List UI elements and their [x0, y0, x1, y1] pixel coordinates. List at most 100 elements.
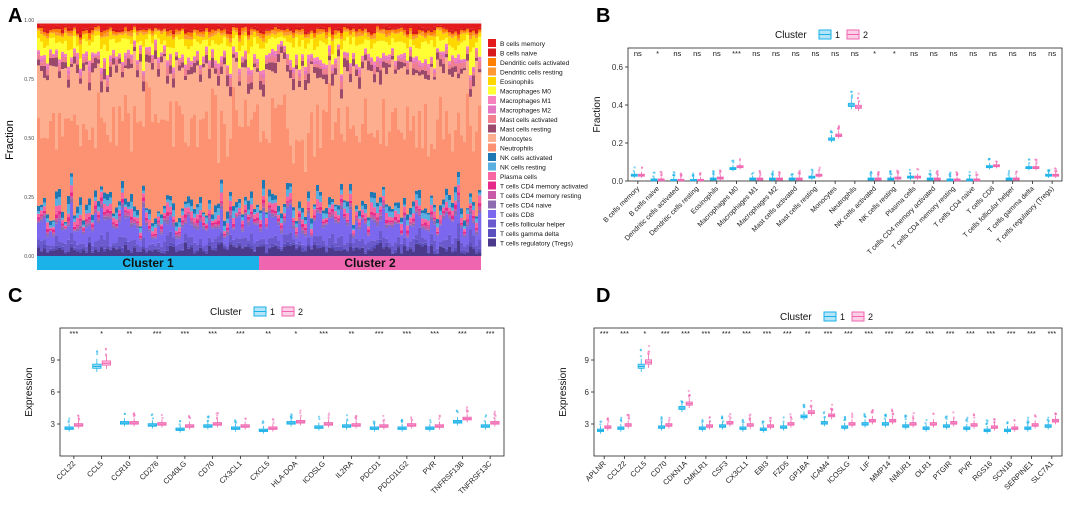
legend-swatch — [488, 162, 496, 171]
panel-a-bar-segment — [406, 233, 410, 237]
panel-a-bar-segment — [67, 249, 71, 252]
panel-a-bar-segment — [82, 243, 86, 248]
panel-a-bar-segment — [187, 237, 191, 247]
panel-a-bar-segment — [376, 66, 380, 73]
legend-label: T cells CD8 — [500, 212, 534, 219]
panel-a-bar-segment — [88, 45, 92, 61]
panel-a-bar-segment — [382, 28, 386, 31]
panel-a-bar-segment — [109, 23, 113, 27]
panel-a-bar-segment — [349, 82, 353, 129]
panel-a-bar-segment — [175, 28, 179, 30]
panel-a-bar-segment — [187, 146, 191, 197]
panel-a-bar-segment — [250, 219, 254, 234]
outlier-point — [843, 418, 846, 422]
significance-label: ns — [950, 49, 958, 58]
panel-a-bar-segment — [409, 207, 413, 215]
panel-a-bar-segment — [256, 212, 260, 218]
panel-a-bar-segment — [430, 56, 434, 59]
panel-a-bar-segment — [361, 43, 365, 56]
panel-a-bar-segment — [187, 211, 191, 213]
panel-a-bar-segment — [124, 206, 128, 211]
panel-a-bar-segment — [256, 71, 260, 105]
significance-label: *** — [1007, 329, 1016, 338]
panel-a-bar-segment — [271, 62, 275, 72]
panel-a-bar-segment — [406, 249, 410, 251]
panel-a-bar-segment — [463, 234, 467, 237]
panel-a-bar-segment — [340, 235, 344, 247]
panel-a-bar-segment — [463, 33, 467, 41]
panel-a-bar-segment — [250, 248, 254, 256]
panel-a-bar-segment — [304, 31, 308, 35]
panel-a-bar-segment — [358, 226, 362, 230]
panel-a-bar-segment — [358, 32, 362, 37]
panel-a-bar-segment — [319, 235, 323, 246]
panel-a-bar-segment — [397, 223, 401, 224]
outlier-point — [599, 423, 602, 426]
panel-a-bar-segment — [289, 203, 293, 205]
panel-a-bar-segment — [442, 33, 446, 40]
panel-a-bar-segment — [262, 238, 266, 244]
panel-a-bar-segment — [40, 207, 44, 211]
panel-a-bar-segment — [451, 33, 455, 36]
panel-a-bar-segment — [55, 66, 59, 150]
panel-a-bar-segment — [283, 207, 287, 214]
panel-a-bar-segment — [316, 244, 320, 249]
outlier-point — [455, 409, 458, 412]
panel-a-bar-segment — [265, 56, 269, 59]
panel-a-bar-segment — [232, 46, 236, 50]
outlier-point — [178, 419, 182, 423]
panel-a-bar-segment — [127, 68, 131, 113]
panel-a-bar-segment — [268, 205, 272, 208]
panel-a-letter: A — [8, 5, 22, 27]
panel-a-bar-segment — [109, 61, 113, 67]
panel-a-bar-segment — [82, 34, 86, 40]
panel-a-bar-segment — [427, 33, 431, 36]
panel-a-bar-segment — [205, 111, 209, 216]
panel-a-bar-segment — [187, 216, 191, 238]
panel-a-bar-segment — [160, 252, 164, 256]
panel-a-bar-segment — [220, 202, 224, 207]
panel-a-bar-segment — [229, 42, 233, 47]
panel-a-bar-segment — [397, 41, 401, 56]
panel-a-bar-segment — [37, 23, 41, 26]
panel-a-bar-segment — [202, 214, 206, 217]
panel-a-bar-segment — [55, 149, 59, 192]
panel-a-bar-segment — [166, 224, 170, 236]
panel-a-ytick-label: 1.00 — [24, 18, 34, 24]
panel-a-bar-segment — [400, 233, 404, 235]
panel-a-bar-segment — [124, 38, 128, 53]
panel-a-bar-segment — [175, 51, 179, 54]
panel-a-bar-segment — [478, 23, 482, 28]
panel-a-bar-segment — [124, 237, 128, 242]
panel-a-bar-segment — [418, 33, 422, 35]
panel-a-bar-segment — [151, 30, 155, 33]
panel-a-bar-segment — [328, 29, 332, 33]
panel-a-bar-segment — [445, 53, 449, 58]
panel-a-bar-segment — [355, 36, 359, 46]
panel-a-bar-segment — [103, 122, 107, 193]
panel-a-bar-segment — [187, 248, 191, 256]
panel-a-bar-segment — [169, 55, 173, 59]
panel-a-bar-segment — [235, 215, 239, 217]
panel-a-bar-segment — [214, 73, 218, 95]
panel-a-bar-segment — [382, 59, 386, 62]
panel-a-bar-segment — [175, 29, 179, 32]
panel-a-bar-segment — [94, 31, 98, 36]
panel-a-bar-segment — [433, 26, 437, 31]
panel-a-bar-segment — [157, 60, 161, 63]
outlier-point — [640, 166, 644, 169]
panel-a-bar-segment — [73, 231, 77, 241]
panel-a-bar-segment — [43, 206, 47, 211]
outlier-point — [626, 414, 629, 417]
panel-a-bar-segment — [385, 246, 389, 256]
outlier-point — [994, 160, 998, 163]
panel-a-bar-segment — [49, 49, 53, 51]
panel-a-bar-segment — [175, 222, 179, 227]
panel-a-bar-segment — [214, 23, 218, 30]
panel-a-bar-segment — [397, 61, 401, 70]
panel-a-bar-segment — [376, 61, 380, 67]
panel-a-bar-segment — [331, 198, 335, 202]
panel-a-bar-segment — [316, 248, 320, 256]
panel-a-bar-segment — [412, 60, 416, 64]
panel-a-bar-segment — [283, 32, 287, 36]
